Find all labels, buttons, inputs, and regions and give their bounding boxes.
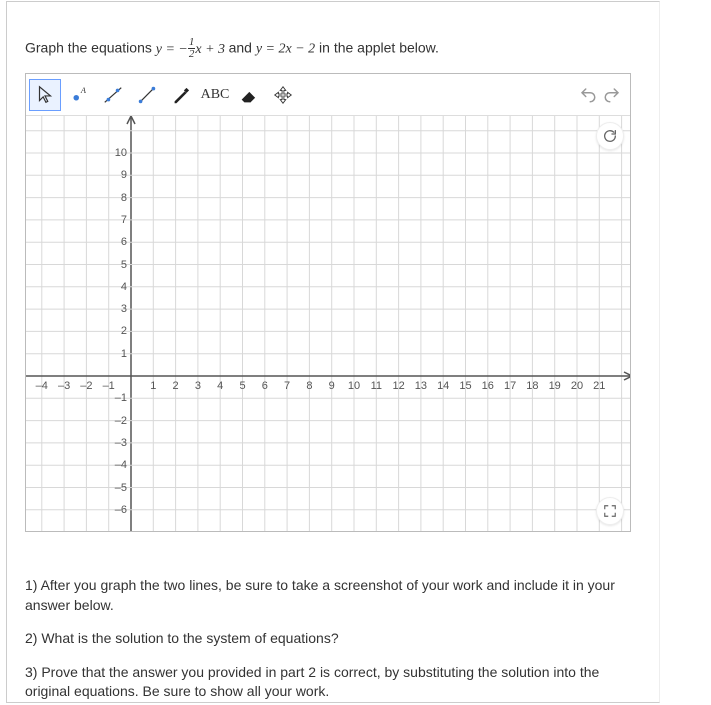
- question-1: 1) After you graph the two lines, be sur…: [25, 576, 641, 615]
- pointer-tool[interactable]: [29, 79, 61, 111]
- x-tick-label: 6: [255, 380, 275, 392]
- x-tick-label: 3: [188, 380, 208, 392]
- x-tick-label: 11: [366, 380, 386, 392]
- instruction-mid: and: [229, 40, 256, 56]
- x-tick-label: 9: [322, 380, 342, 392]
- toolbar-right: [576, 83, 628, 107]
- text-tool[interactable]: ABC: [199, 79, 231, 111]
- x-tick-label: 21: [589, 380, 609, 392]
- x-tick-label: 20: [567, 380, 587, 392]
- y-tick-label: 10: [107, 147, 127, 159]
- equation-2: y = 2x − 2: [256, 42, 315, 57]
- x-tick-label: 14: [433, 380, 453, 392]
- refresh-button[interactable]: [596, 122, 624, 150]
- instruction-prefix: Graph the equations: [25, 40, 156, 56]
- y-tick-label: 8: [107, 192, 127, 204]
- y-tick-label: –1: [107, 392, 127, 404]
- x-tick-label: –1: [99, 380, 119, 392]
- y-tick-label: –3: [107, 437, 127, 449]
- y-tick-label: 7: [107, 214, 127, 226]
- x-tick-label: 1: [143, 380, 163, 392]
- x-tick-label: 10: [344, 380, 364, 392]
- x-tick-label: –3: [54, 380, 74, 392]
- x-tick-label: –2: [76, 380, 96, 392]
- pen-tool[interactable]: [165, 79, 197, 111]
- y-tick-label: –5: [107, 482, 127, 494]
- fraction-half: 12: [188, 37, 196, 60]
- move-tool[interactable]: [267, 79, 299, 111]
- y-tick-label: 6: [107, 236, 127, 248]
- y-tick-label: 5: [107, 259, 127, 271]
- questions-block: 1) After you graph the two lines, be sur…: [25, 576, 641, 702]
- line-tool[interactable]: [97, 79, 129, 111]
- x-tick-label: 8: [299, 380, 319, 392]
- geogebra-applet: A ABC: [25, 73, 631, 532]
- y-tick-label: 1: [107, 348, 127, 360]
- x-tick-label: 17: [500, 380, 520, 392]
- segment-tool[interactable]: [131, 79, 163, 111]
- svg-text:A: A: [80, 86, 87, 95]
- instruction-suffix: in the applet below.: [319, 40, 439, 56]
- fullscreen-button[interactable]: [596, 497, 624, 525]
- undo-button[interactable]: [576, 83, 600, 107]
- graph-canvas[interactable]: –4–3–2–112345678910111213141516171819202…: [26, 116, 630, 531]
- y-tick-label: 9: [107, 169, 127, 181]
- x-tick-label: 2: [166, 380, 186, 392]
- y-tick-label: –4: [107, 459, 127, 471]
- equation-1: y = −12x + 3: [156, 42, 229, 57]
- x-tick-label: 4: [210, 380, 230, 392]
- eraser-tool[interactable]: [233, 79, 265, 111]
- redo-button[interactable]: [600, 83, 624, 107]
- y-tick-label: –2: [107, 415, 127, 427]
- question-3: 3) Prove that the answer you provided in…: [25, 663, 641, 702]
- point-tool[interactable]: A: [63, 79, 95, 111]
- page-container: Graph the equations y = −12x + 3 and y =…: [6, 1, 660, 703]
- x-tick-label: 18: [522, 380, 542, 392]
- y-tick-label: 3: [107, 303, 127, 315]
- y-tick-label: 2: [107, 325, 127, 337]
- y-tick-label: 4: [107, 281, 127, 293]
- x-tick-label: 16: [478, 380, 498, 392]
- x-tick-label: 15: [456, 380, 476, 392]
- x-tick-label: 7: [277, 380, 297, 392]
- x-tick-label: 12: [389, 380, 409, 392]
- toolbar: A ABC: [26, 74, 630, 116]
- x-tick-label: 5: [233, 380, 253, 392]
- x-tick-label: 13: [411, 380, 431, 392]
- x-tick-label: 19: [545, 380, 565, 392]
- x-tick-label: –4: [32, 380, 52, 392]
- y-tick-label: –6: [107, 504, 127, 516]
- instruction-text: Graph the equations y = −12x + 3 and y =…: [25, 38, 641, 61]
- question-2: 2) What is the solution to the system of…: [25, 629, 641, 649]
